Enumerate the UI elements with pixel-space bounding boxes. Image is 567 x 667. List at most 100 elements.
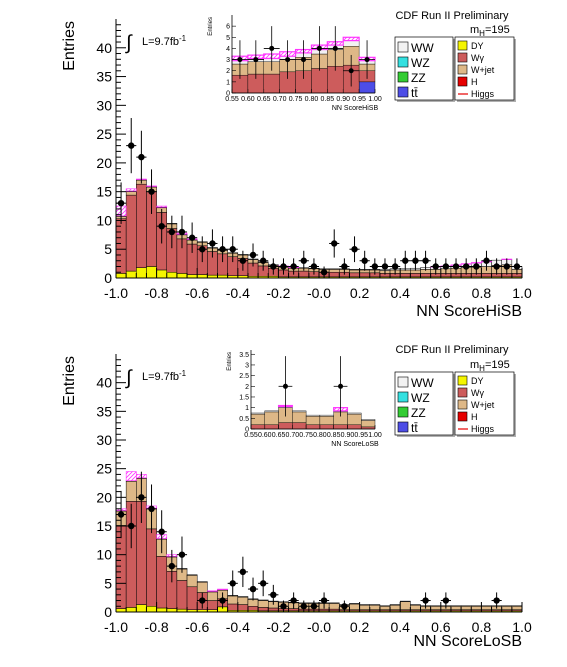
legend-label-WW: WW — [411, 41, 434, 55]
inset-y-tick-label: 3 — [245, 362, 249, 369]
data-point — [391, 263, 399, 270]
data-point — [320, 269, 328, 276]
wjet-bin — [186, 575, 198, 588]
wgamma-bin — [125, 194, 137, 272]
wgamma-bin — [186, 586, 198, 610]
legend-swatch-DY — [457, 40, 468, 51]
wgamma-bin — [288, 608, 299, 612]
data-point — [513, 263, 521, 270]
dy-bin — [166, 608, 178, 613]
y-axis-label: Entries — [61, 21, 78, 71]
panel-LoSB: -1.0 -0.8 -0.6 -0.4 -0.2 -0.0 0.2 0.4 0.6 0.8 1.00… — [61, 344, 532, 650]
inset-x-tick-label: 0.80 — [313, 432, 327, 439]
higgs-bin — [125, 188, 137, 192]
data-point — [128, 522, 135, 530]
ww-bin — [237, 596, 249, 598]
mass-label: mH=195 — [470, 359, 510, 373]
ww-bin — [481, 605, 492, 607]
dy-bin — [166, 271, 178, 279]
x-tick-label: -0.8 — [145, 619, 169, 635]
inset-x-tick-label: 0.95 — [354, 432, 368, 439]
data-point — [331, 240, 338, 247]
inset-x-tick-label: 0.90 — [341, 432, 355, 439]
data-point — [412, 257, 419, 264]
luminosity-label: L=9.7fb-1 — [142, 369, 187, 383]
wgamma-bin — [328, 608, 340, 612]
dy-bin — [115, 608, 127, 613]
inset-y-tick-label: 5 — [226, 35, 230, 42]
inset-wjet-bin — [305, 415, 321, 425]
wjet-bin — [196, 581, 208, 593]
wgamma-bin — [349, 272, 360, 278]
data-point — [199, 597, 206, 604]
wjet-bin — [389, 604, 401, 610]
integral-symbol: ∫ — [125, 32, 133, 54]
data-point — [117, 199, 125, 207]
legend-label-Higgs: Higgs — [471, 89, 495, 99]
wgamma-bin — [257, 607, 269, 612]
data-point — [300, 257, 307, 264]
ww-bin — [369, 604, 381, 606]
dy-bin — [136, 604, 147, 613]
ww-bin — [328, 268, 340, 270]
data-point — [117, 511, 125, 518]
legend-swatch-WW — [397, 376, 409, 388]
x-tick-label: 0.2 — [350, 619, 370, 635]
wjet-bin — [511, 606, 523, 610]
data-point — [290, 597, 297, 604]
data-point — [239, 257, 247, 264]
legend-swatch-Wgamma — [457, 387, 468, 398]
data-point — [249, 585, 257, 593]
wgamma-bin — [268, 607, 279, 612]
data-point — [219, 246, 226, 253]
legend-label-ZZ: ZZ — [411, 71, 426, 85]
inset-ww-bin — [250, 412, 265, 415]
inset-y-axis-label: Entries — [227, 352, 233, 371]
ww-bin — [501, 605, 513, 607]
inset-ww-bin — [347, 412, 362, 415]
data-point — [270, 263, 277, 270]
y-tick-label: 5 — [104, 241, 112, 257]
x-tick-label: -1.0 — [104, 619, 128, 635]
wgamma-bin — [399, 273, 411, 278]
ww-bin — [511, 605, 523, 607]
inset-x-tick-label: 0.55 — [244, 432, 258, 439]
data-point — [280, 603, 287, 610]
dy-bin — [115, 273, 127, 279]
wgamma-bin — [136, 183, 147, 268]
legend-label-tt: tt̄ — [411, 86, 418, 100]
y-tick-label: 0 — [104, 604, 112, 620]
data-point — [148, 505, 155, 512]
inset-y-axis-label: Entries — [208, 17, 214, 36]
wjet-bin — [410, 604, 421, 610]
dy-bin — [176, 273, 188, 279]
x-tick-label: -0.0 — [307, 285, 331, 301]
y-tick-label: 20 — [96, 489, 112, 505]
x-tick-label: -0.6 — [185, 285, 209, 301]
data-point — [128, 142, 135, 149]
inset-tt-bin — [358, 81, 376, 94]
inset-ww-bin — [305, 414, 321, 417]
y-tick-label: 15 — [96, 184, 112, 200]
inset-wgamma-bin — [278, 422, 293, 430]
legend-label-DY: DY — [471, 41, 484, 51]
inset-data-point — [253, 57, 259, 63]
wjet-bin — [430, 606, 442, 610]
inset-data-point — [237, 57, 243, 63]
data-point — [270, 591, 277, 598]
x-tick-label: -0.8 — [145, 285, 169, 301]
inset-HiSB: 0.55 0.60 0.65 0.70 0.75 0.80 0.85 0.90 0.95 1.00… — [208, 15, 382, 112]
data-point — [452, 263, 460, 270]
y-tick-label: 40 — [96, 40, 112, 56]
x-tick-label: 0.6 — [431, 619, 451, 635]
inset-data-point — [332, 45, 338, 51]
inset-LoSB: 0.55 0.60 0.65 0.70 0.75 0.80 0.85 0.90 0.95 1.00… — [227, 350, 382, 448]
data-point — [178, 551, 186, 558]
inset-wgamma-bin — [264, 424, 279, 430]
wgamma-bin — [156, 556, 168, 609]
legend-swatch-ZZ — [397, 71, 409, 83]
y-tick-label: 5 — [104, 575, 112, 591]
y-axis-label: Entries — [61, 356, 78, 406]
legend-swatch-Wjet — [457, 64, 468, 75]
x-tick-label: -0.6 — [185, 619, 209, 635]
